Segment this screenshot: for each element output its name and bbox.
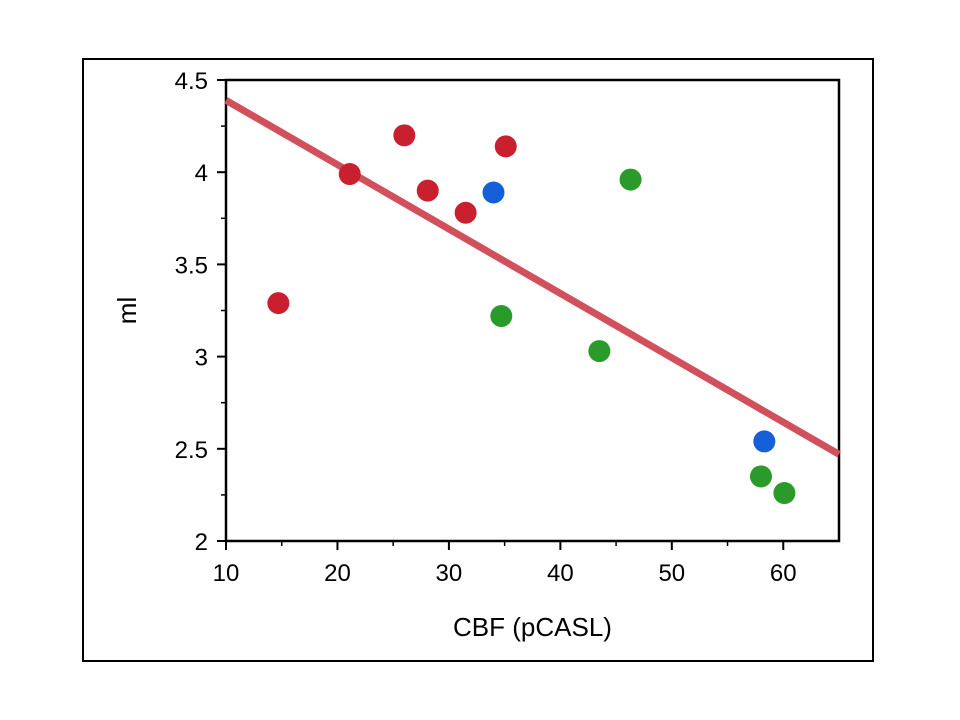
y-tick-label: 2.5 — [175, 437, 208, 464]
x-tick-label: 10 — [213, 560, 240, 587]
data-point — [619, 168, 642, 191]
data-point — [416, 179, 439, 202]
data-point — [494, 135, 517, 158]
y-tick-label: 4.5 — [175, 68, 208, 95]
x-tick-label: 20 — [324, 560, 351, 587]
y-tick-label: 2 — [195, 529, 208, 556]
trend-line-group — [224, 97, 841, 458]
x-tick-label: 40 — [547, 560, 574, 587]
data-point — [267, 292, 290, 315]
x-tick-label: 30 — [436, 560, 463, 587]
data-point — [338, 163, 361, 186]
data-point — [753, 430, 776, 453]
data-point — [454, 201, 477, 224]
data-point — [393, 124, 416, 147]
x-axis: 10 20 30 40 50 60 — [213, 541, 797, 587]
y-axis-title: ml — [112, 297, 142, 324]
y-tick-label: 4 — [195, 160, 208, 187]
data-points — [267, 124, 796, 505]
y-tick-label: 3 — [195, 345, 208, 372]
chart-frame — [82, 58, 874, 662]
y-axis: 2 2.5 3 3.5 4 4.5 — [175, 68, 226, 556]
x-tick-label: 60 — [770, 560, 797, 587]
data-point — [749, 465, 772, 488]
trend-line — [224, 97, 841, 458]
x-tick-label: 50 — [658, 560, 685, 587]
y-tick-label: 3.5 — [175, 252, 208, 279]
plot-border — [224, 78, 841, 543]
data-point — [588, 340, 611, 363]
data-point — [482, 181, 505, 204]
plot-area — [224, 78, 841, 543]
x-axis-title: CBF (pCASL) — [453, 612, 612, 642]
data-point — [773, 482, 796, 505]
data-point — [490, 305, 513, 328]
